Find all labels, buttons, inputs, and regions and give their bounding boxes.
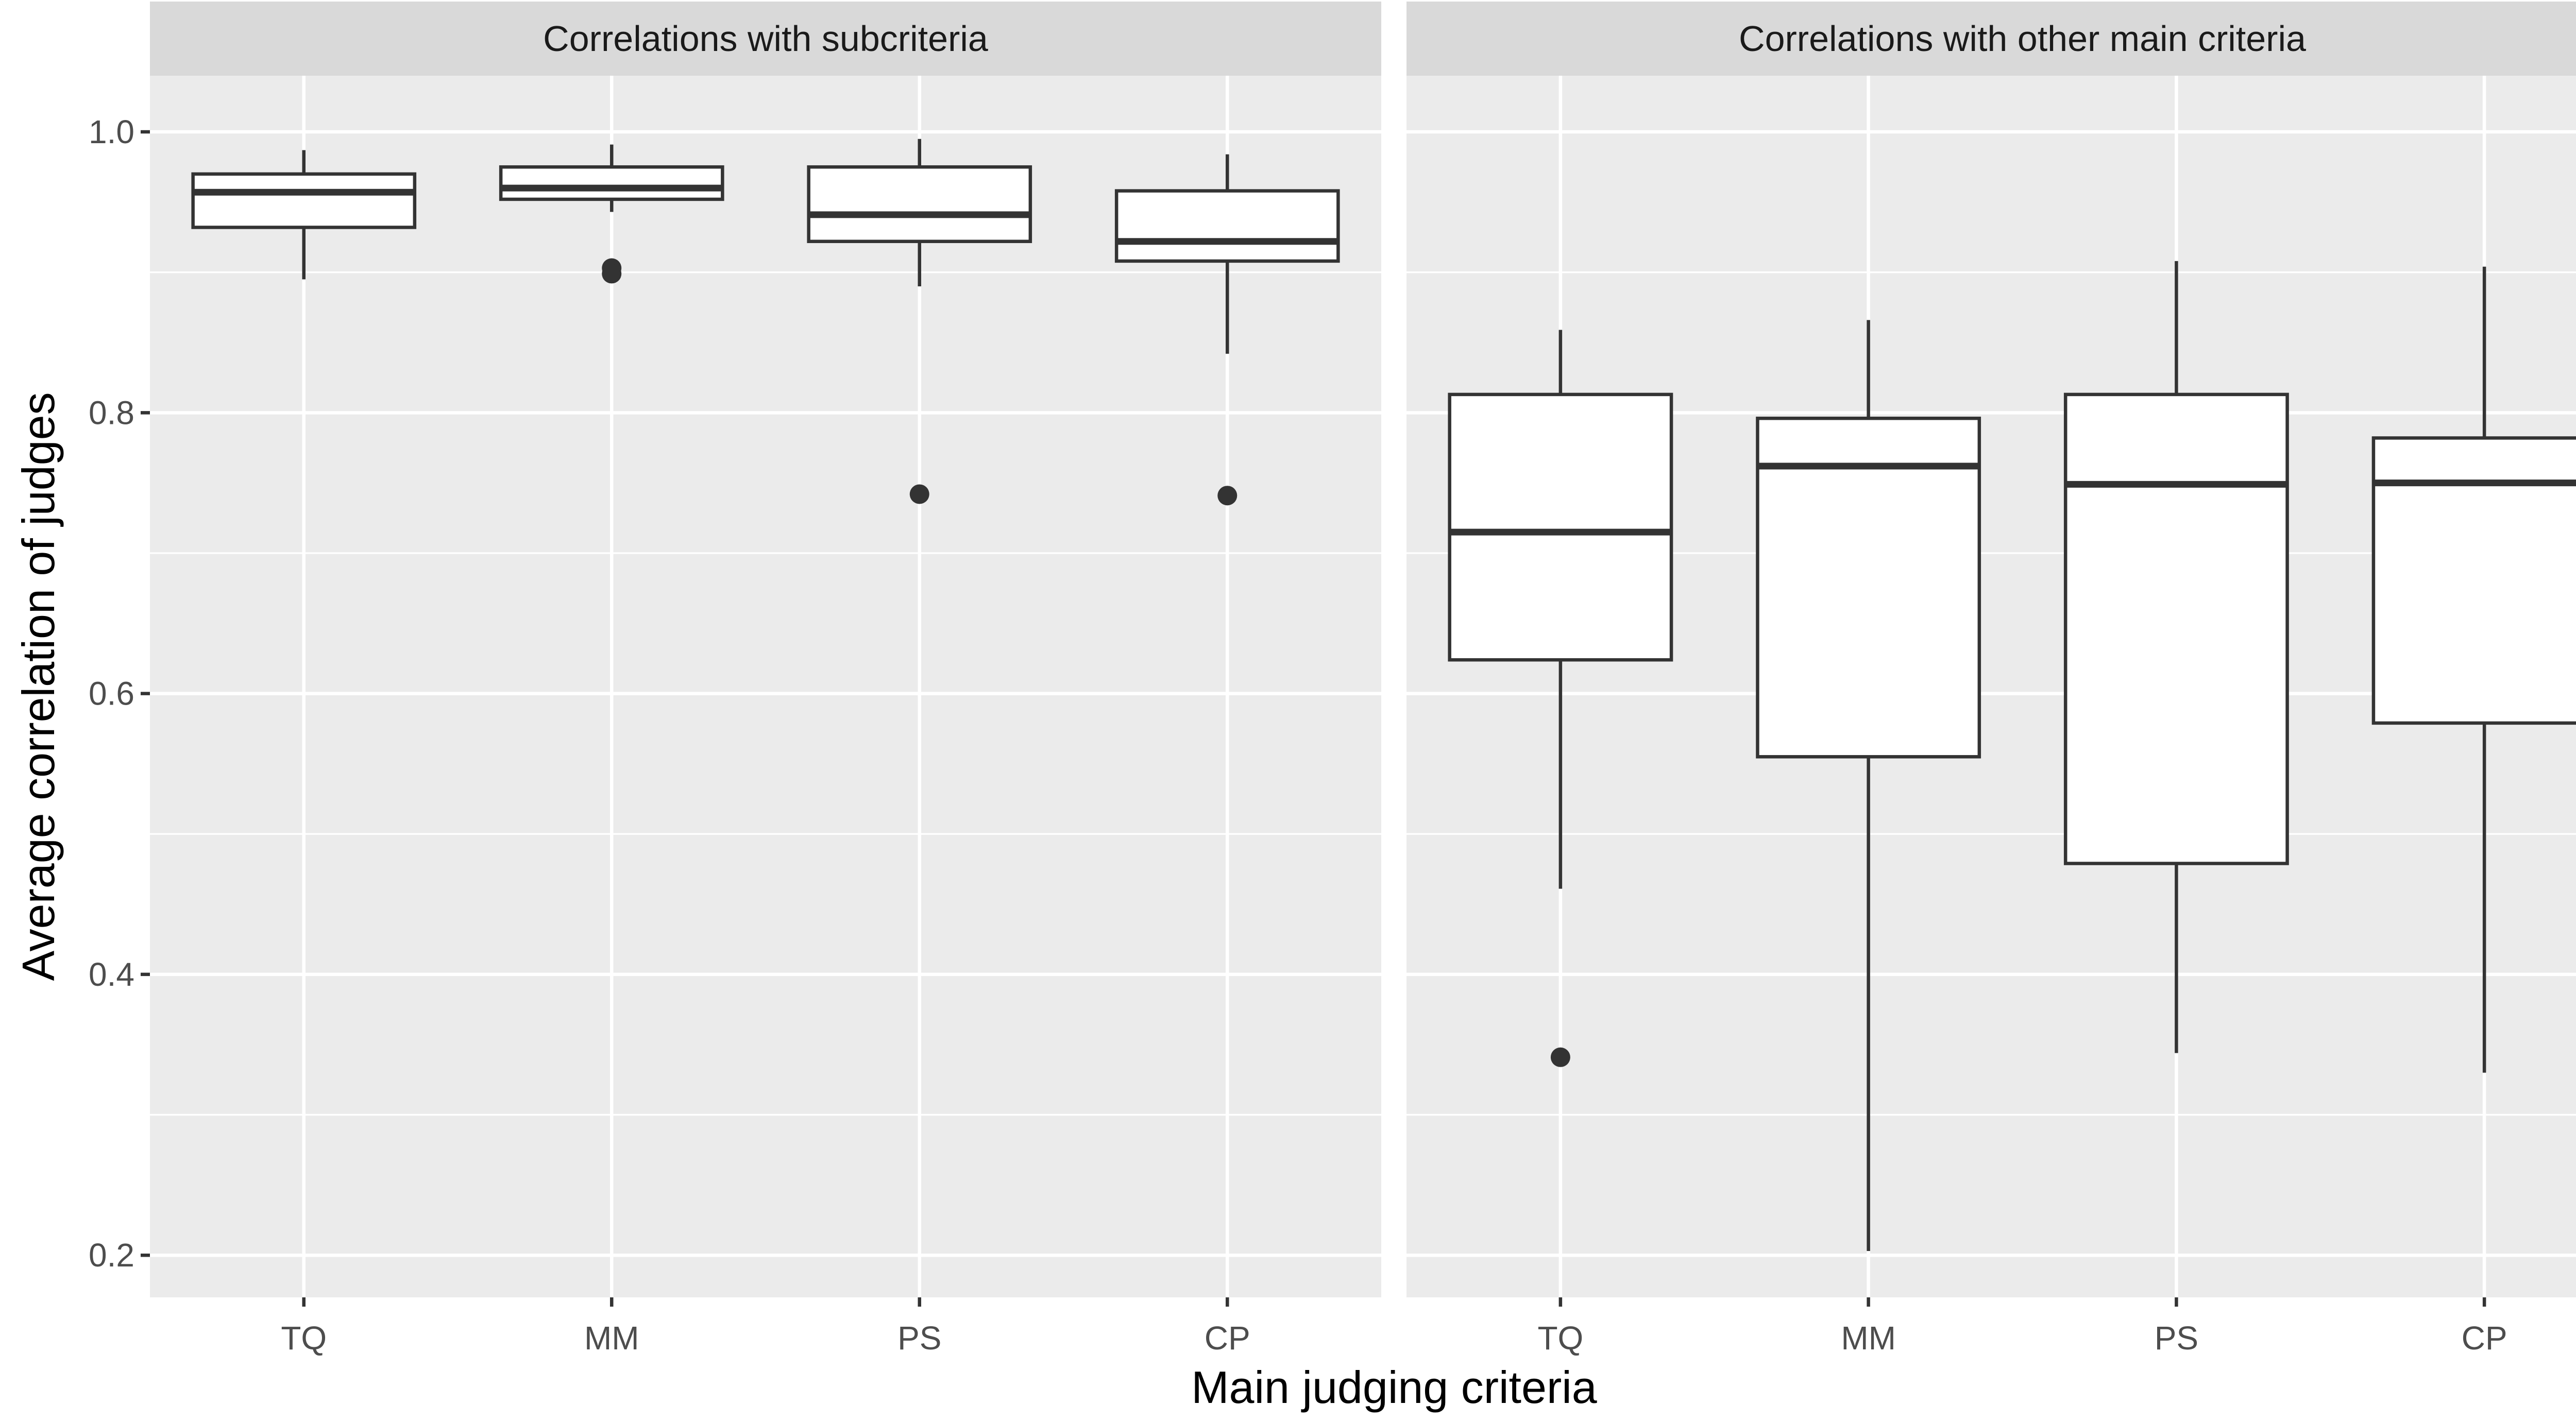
y-tick-label: 0.4	[89, 956, 134, 993]
y-tick-label: 0.6	[89, 675, 134, 712]
x-tick-label: PS	[897, 1320, 941, 1357]
x-tick-label: PS	[2155, 1320, 2198, 1357]
box-body	[1448, 392, 1673, 662]
box-mm	[499, 144, 724, 284]
outlier-point	[1550, 1047, 1570, 1067]
x-tick-label: CP	[2462, 1320, 2507, 1357]
box-tq	[191, 150, 417, 280]
x-tick-label: CP	[1205, 1320, 1250, 1357]
x-tick-label: MM	[1841, 1320, 1896, 1357]
y-axis-title: Average correlation of judges	[13, 392, 64, 981]
x-axis-title: Main judging criteria	[1191, 1362, 1597, 1413]
y-tick-label: 1.0	[89, 113, 134, 150]
box-body	[2063, 392, 2289, 865]
outlier-point	[909, 484, 929, 504]
y-axis: 0.2 0.4 0.6 0.8 1.0	[89, 113, 150, 1274]
box-ps	[807, 139, 1032, 504]
box-body	[807, 165, 1032, 243]
facet-panel-2: Correlations with other main criteria TQ M…	[1406, 2, 2576, 1357]
box-ps	[2063, 261, 2289, 1053]
outlier-point	[1217, 486, 1238, 506]
facet-strip	[1406, 2, 2576, 76]
box-body	[191, 172, 417, 229]
panel-background	[150, 76, 1381, 1297]
facet-panel-1: Correlations with subcriteria TQ MM PS CP	[150, 2, 1381, 1357]
y-tick-label: 0.2	[89, 1237, 134, 1274]
box-body	[1756, 417, 1981, 759]
box-tq	[1448, 330, 1673, 1067]
y-tick-label: 0.8	[89, 394, 134, 431]
x-tick-label: TQ	[1537, 1320, 1583, 1357]
facet-strip	[150, 2, 1381, 76]
facet-strip-label: Correlations with subcriteria	[543, 19, 988, 59]
box-cp	[2371, 266, 2576, 1073]
facet-strip-label: Correlations with other main criteria	[1739, 19, 2306, 59]
outlier-point	[602, 264, 622, 284]
box-body	[1114, 189, 1340, 263]
x-tick-label: MM	[584, 1320, 639, 1357]
box-mm	[1756, 320, 1981, 1252]
box-cp	[1114, 154, 1340, 506]
box-body	[499, 165, 724, 201]
x-tick-label: TQ	[281, 1320, 327, 1357]
